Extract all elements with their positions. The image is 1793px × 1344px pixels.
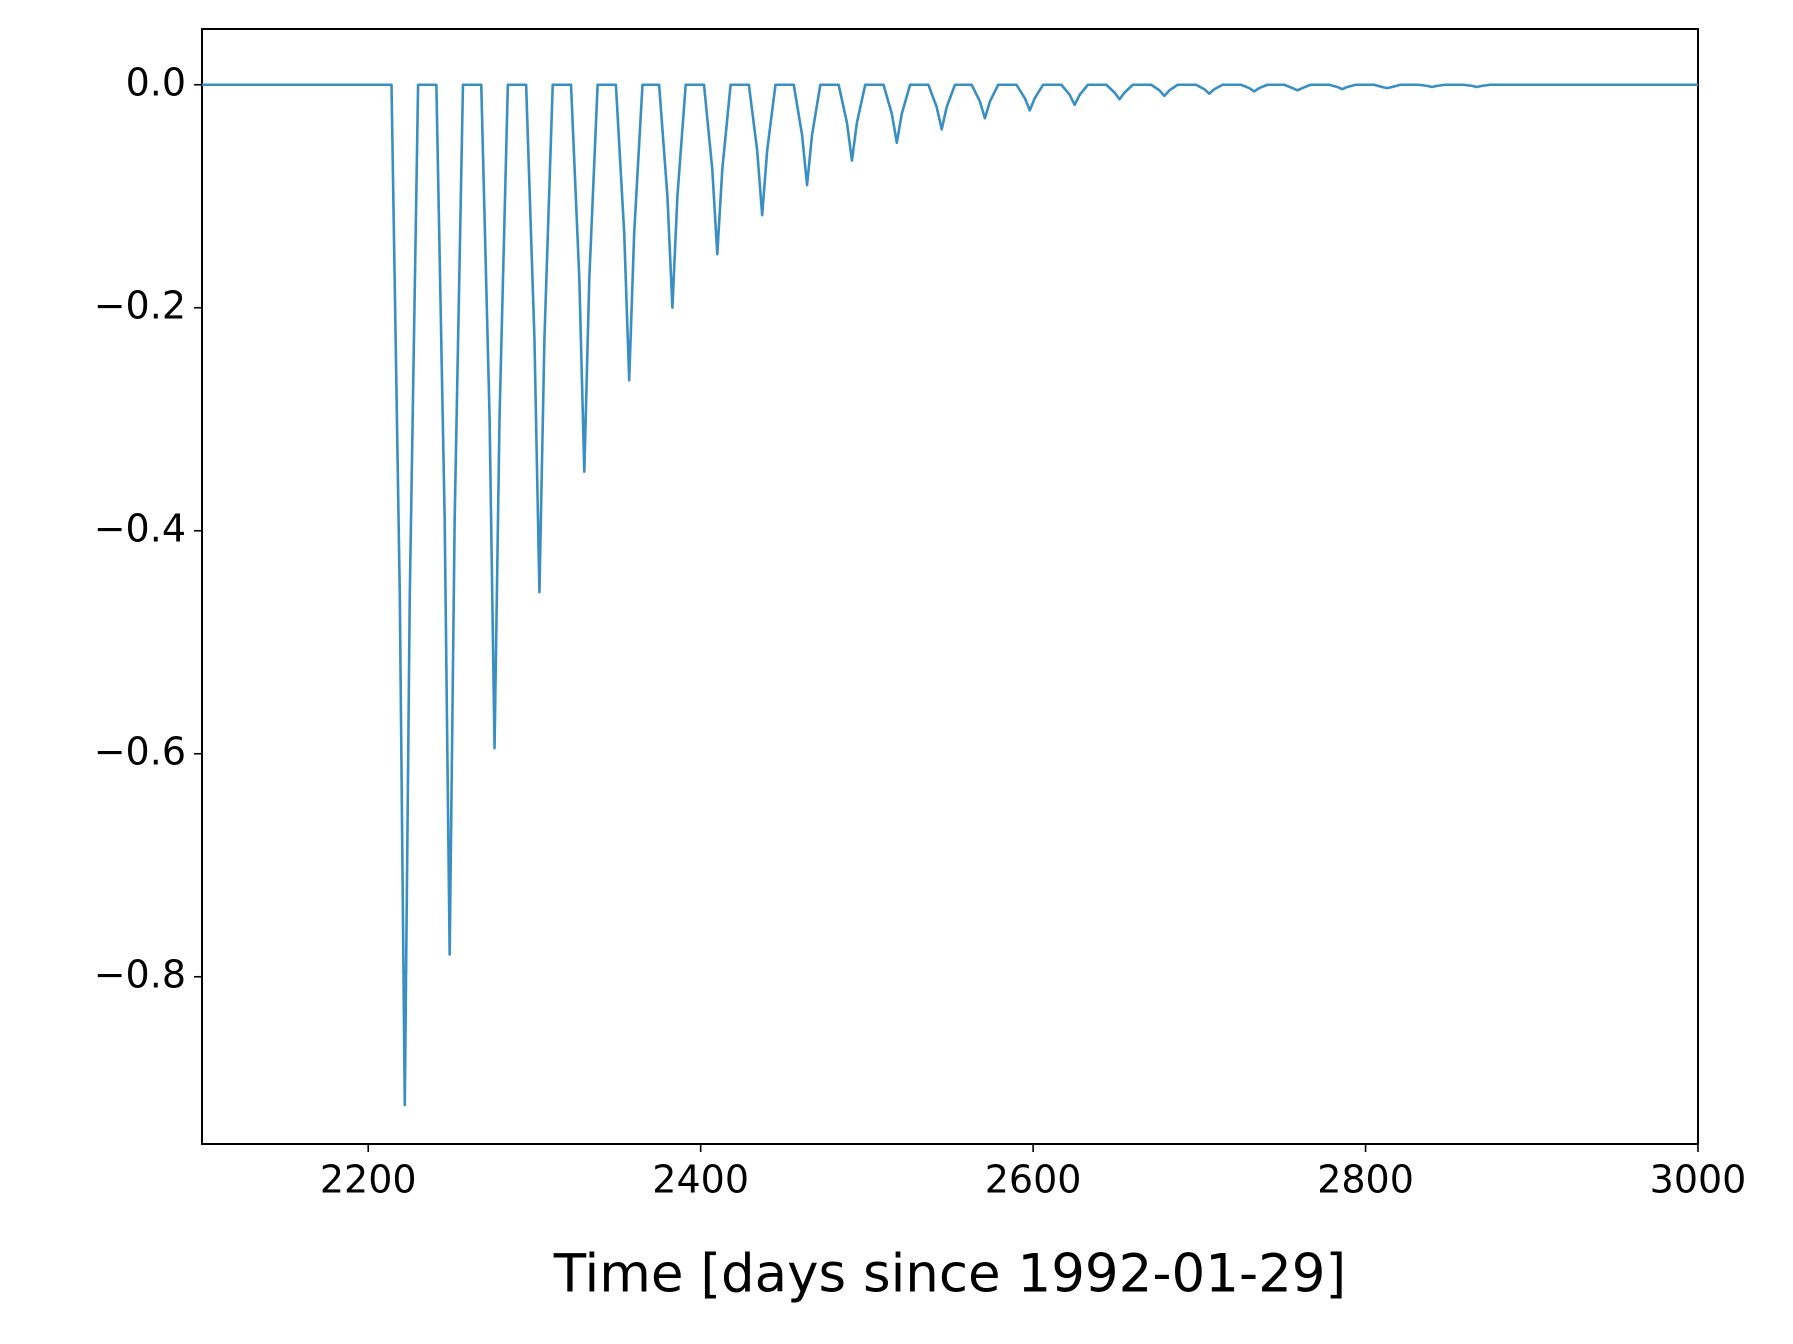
y-tick-label: −0.8: [94, 952, 186, 996]
y-tick-label: −0.6: [94, 729, 186, 773]
x-tick-label: 2200: [320, 1158, 417, 1202]
y-tick-label: 0.0: [126, 60, 186, 104]
y-tick-label: −0.4: [94, 506, 186, 550]
y-tick-label: −0.2: [94, 283, 186, 327]
x-tick-label: 2800: [1317, 1158, 1414, 1202]
x-tick-label: 2400: [652, 1158, 749, 1202]
x-tick-label: 3000: [1650, 1158, 1747, 1202]
plot-frame: [201, 28, 1699, 1145]
x-axis-label: Time [days since 1992-01-29]: [553, 1244, 1346, 1305]
x-tick-label: 2600: [985, 1158, 1082, 1202]
data-line: [202, 83, 1698, 1107]
